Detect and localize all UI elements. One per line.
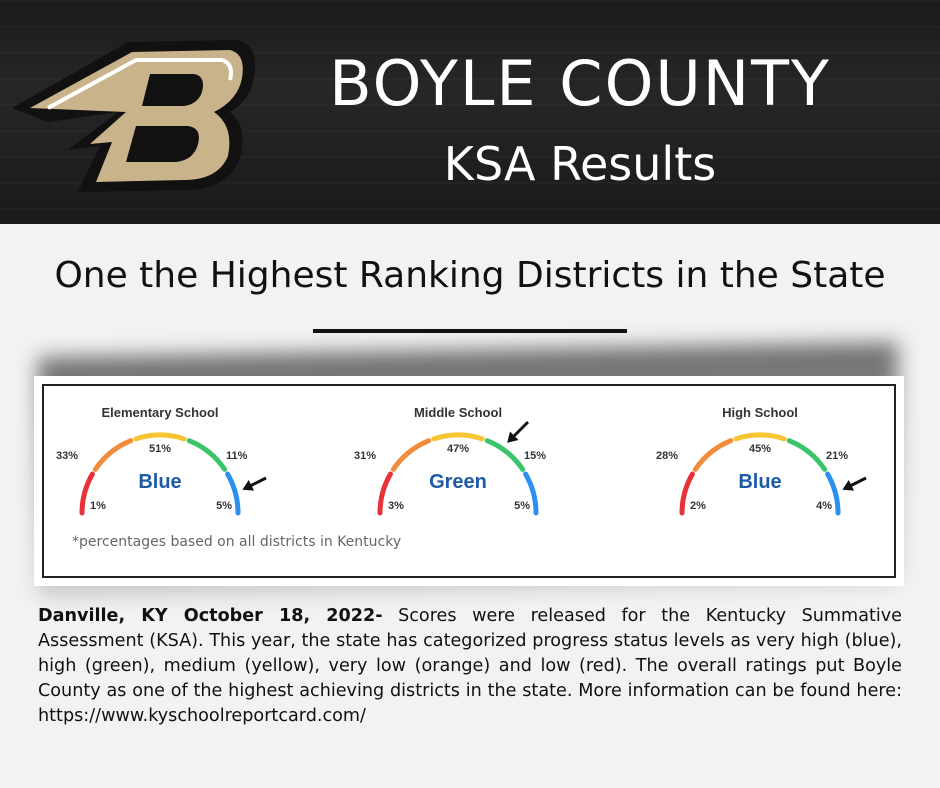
article-dateline: Danville, KY October 18, 2022- bbox=[38, 606, 383, 626]
gauge-rating: Blue bbox=[738, 471, 781, 493]
article-body: Danville, KY October 18, 2022- Scores we… bbox=[38, 604, 902, 729]
page-headline: One the Highest Ranking Districts in the… bbox=[54, 255, 886, 296]
gauge-label-orange: 31% bbox=[354, 450, 376, 462]
gauge-segment-yellow bbox=[733, 432, 787, 442]
article-text: Scores were released for the Kentucky Su… bbox=[38, 606, 902, 726]
gauge-segment-green bbox=[186, 438, 228, 472]
gauge-label-yellow: 47% bbox=[447, 443, 469, 455]
gauge-label-red: 2% bbox=[690, 500, 706, 512]
gauge-arrow-head-icon bbox=[242, 479, 255, 491]
gauge-label-blue: 5% bbox=[514, 500, 530, 512]
gauge-label-red: 1% bbox=[90, 500, 106, 512]
gauge-segment-red bbox=[377, 471, 393, 516]
gauge-segment-orange bbox=[92, 438, 134, 472]
gauge-segment-yellow bbox=[431, 432, 485, 442]
header-subtitle: KSA Results bbox=[443, 137, 717, 191]
gauge-title: Elementary School bbox=[101, 405, 218, 420]
gauge-card bbox=[36, 378, 902, 584]
header-banner: BOYLE COUNTY KSA Results bbox=[0, 0, 940, 224]
gauge-segment-blue bbox=[225, 471, 241, 516]
gauge-title: Middle School bbox=[414, 405, 502, 420]
gauge-arrow-head-icon bbox=[507, 431, 519, 443]
gauge-label-orange: 28% bbox=[656, 450, 678, 462]
header-title: BOYLE COUNTY bbox=[329, 47, 831, 120]
gauge-segment-yellow bbox=[133, 432, 187, 442]
gauge-segment-red bbox=[79, 471, 95, 516]
gauge-label-green: 11% bbox=[226, 450, 248, 462]
gauge-segment-blue bbox=[825, 471, 841, 516]
gauge-label-green: 21% bbox=[826, 450, 848, 462]
gauge-segment-green bbox=[484, 438, 526, 472]
gauge-label-red: 3% bbox=[388, 500, 404, 512]
gauge-segment-orange bbox=[692, 438, 734, 472]
gauge-label-yellow: 45% bbox=[749, 443, 771, 455]
gauge-label-blue: 4% bbox=[816, 500, 832, 512]
gauge-label-green: 15% bbox=[524, 450, 546, 462]
gauge-rating: Blue bbox=[138, 471, 181, 493]
gauge-segment-blue bbox=[523, 471, 539, 516]
gauge-label-blue: 5% bbox=[216, 500, 232, 512]
boyle-b-logo-icon bbox=[12, 40, 256, 192]
gauge-footnote: *percentages based on all districts in K… bbox=[72, 534, 402, 550]
gauge-segment-orange bbox=[390, 438, 432, 472]
gauge-title: High School bbox=[722, 405, 798, 420]
gauge-segment-red bbox=[679, 471, 695, 516]
gauge-card-border bbox=[42, 384, 896, 578]
gauge-arrow-head-icon bbox=[842, 479, 855, 491]
gauge-label-orange: 33% bbox=[56, 450, 78, 462]
gauge-rating: Green bbox=[429, 471, 487, 493]
headline-divider bbox=[313, 329, 627, 333]
gauge-label-yellow: 51% bbox=[149, 443, 171, 455]
gauge-segment-green bbox=[786, 438, 828, 472]
